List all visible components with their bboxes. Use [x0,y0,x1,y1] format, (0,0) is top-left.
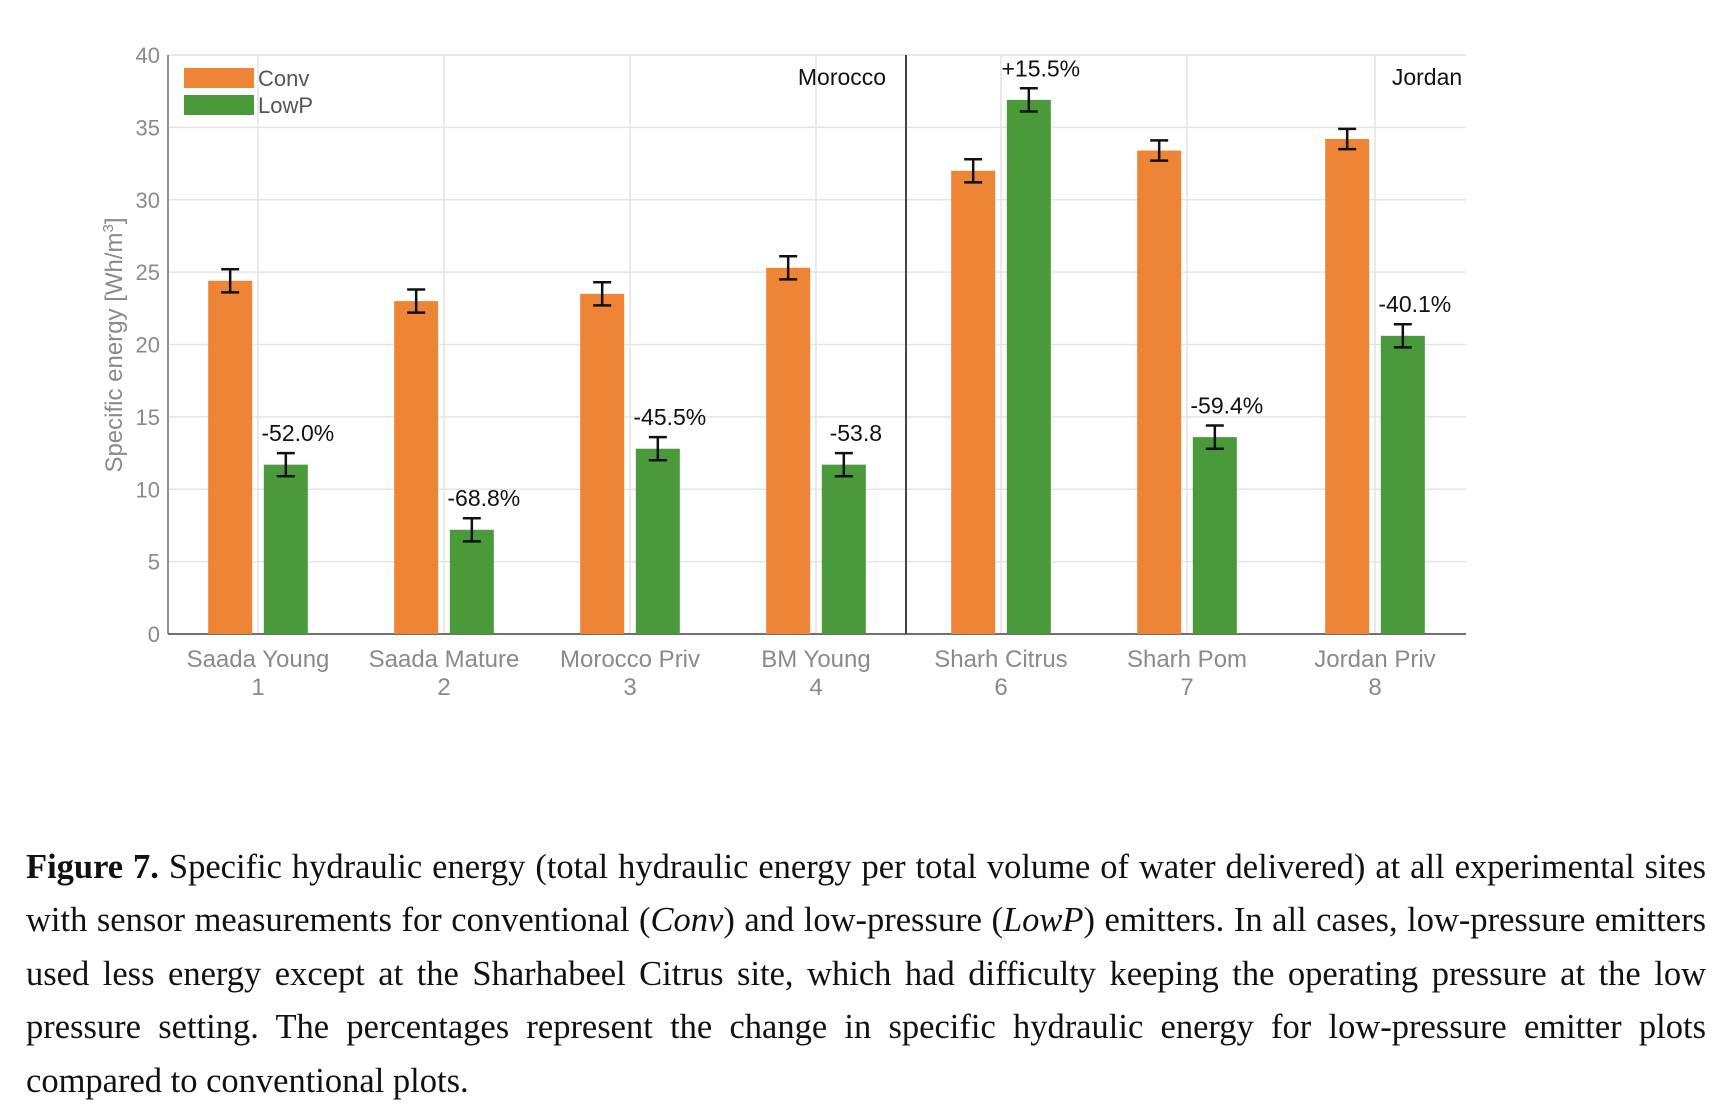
y-tick-label: 25 [136,260,160,285]
y-tick-label: 30 [136,188,160,213]
y-tick-label: 0 [148,622,160,647]
y-tick-label: 15 [136,405,160,430]
x-tick-label: Saada Mature [369,646,520,673]
bar-conv [766,268,810,634]
bar-conv [394,301,438,634]
bar-lowp [1381,336,1425,634]
caption-text: ) and low-pressure ( [723,901,1003,939]
change-label: -68.8% [447,485,520,511]
x-tick-label: Sharh Citrus [934,646,1067,673]
change-label: +15.5% [1001,55,1080,81]
bar-conv [208,281,252,634]
y-tick-label: 35 [136,115,160,140]
x-tick-number: 8 [1368,674,1381,701]
bar-conv [580,294,624,634]
x-tick-label: Saada Young [187,646,330,673]
y-tick-label: 40 [136,43,160,68]
x-tick-label: BM Young [761,646,870,673]
caption-abbr-conv: Conv [651,901,724,939]
change-label: -59.4% [1190,393,1263,419]
bar-conv [951,171,995,634]
x-tick-label: Morocco Priv [560,646,700,673]
y-tick-label: 5 [148,550,160,575]
y-tick-label: 20 [136,333,160,358]
legend-label-lowp: LowP [258,93,313,118]
change-label: -53.8 [830,420,882,446]
x-tick-number: 2 [437,674,450,701]
bar-conv [1137,151,1181,634]
bar-lowp [1007,100,1051,634]
y-axis-title: Specific energy [Wh/m3] [100,217,128,472]
region-label-morocco: Morocco [798,64,886,90]
bar-lowp [636,449,680,634]
caption-abbr-lowp: LowP [1003,901,1084,939]
gridlines [168,55,1466,634]
x-tick-number: 3 [623,674,636,701]
change-label: -45.5% [633,404,706,430]
y-tick-label: 10 [136,477,160,502]
change-label: -40.1% [1378,291,1451,317]
bar-lowp [822,465,866,634]
change-label: -52.0% [261,420,334,446]
x-tick-number: 1 [251,674,264,701]
x-tick-number: 7 [1180,674,1193,701]
bar-chart: 0 5 10 15 20 25 30 35 40 Specific energy [Wh/m3] -… [0,0,1726,790]
bar-lowp [264,465,308,634]
bar-lowp [450,530,494,634]
legend-swatch-lowp [184,95,254,115]
legend-swatch-conv [184,68,254,88]
x-tick-label: Jordan Priv [1314,646,1435,673]
x-tick-label: Sharh Pom [1127,646,1247,673]
x-tick-number: 6 [994,674,1007,701]
bar-conv [1325,139,1369,634]
x-tick-number: 4 [809,674,822,701]
region-label-jordan: Jordan [1392,64,1462,90]
legend-label-conv: Conv [258,66,309,91]
figure-caption: Figure 7. Specific hydraulic energy (tot… [26,841,1706,1108]
bar-lowp [1193,437,1237,634]
caption-label: Figure 7. [26,848,159,886]
